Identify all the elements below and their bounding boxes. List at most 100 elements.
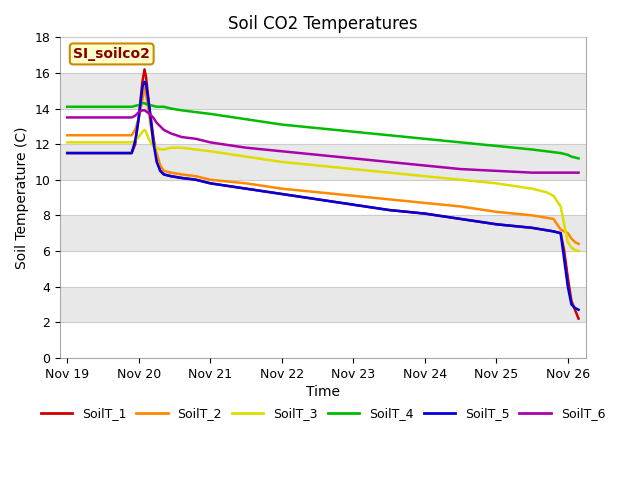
SoilT_1 [564, 275, 572, 281]
SoilT_1 [135, 115, 143, 120]
SoilT_2 [142, 91, 150, 97]
SoilT_1 [550, 228, 557, 234]
SoilT_5 [146, 106, 154, 111]
SoilT_5 [568, 301, 575, 307]
SoilT_4 [99, 104, 107, 109]
SoilT_6 [149, 115, 157, 120]
SoilT_4 [63, 104, 71, 109]
SoilT_6 [117, 115, 125, 120]
SoilT_5 [156, 168, 164, 174]
Line: SoilT_6: SoilT_6 [67, 110, 579, 173]
SoilT_6 [568, 170, 575, 176]
SoilT_2 [63, 132, 71, 138]
SoilT_4 [278, 122, 285, 128]
SoilT_4 [457, 140, 465, 145]
Title: Soil CO2 Temperatures: Soil CO2 Temperatures [228, 15, 418, 33]
SoilT_2 [564, 230, 572, 236]
SoilT_5 [135, 115, 143, 120]
SoilT_2 [568, 236, 575, 241]
SoilT_3 [135, 134, 143, 140]
SoilT_2 [550, 216, 557, 222]
SoilT_3 [63, 140, 71, 145]
SoilT_3 [242, 154, 250, 159]
SoilT_5 [528, 225, 536, 231]
SoilT_5 [160, 171, 168, 177]
SoilT_6 [131, 113, 139, 119]
SoilT_2 [135, 115, 143, 120]
SoilT_3 [141, 127, 148, 133]
SoilT_3 [81, 140, 89, 145]
SoilT_5 [142, 81, 150, 86]
SoilT_1 [149, 132, 157, 138]
Line: SoilT_4: SoilT_4 [67, 103, 579, 158]
SoilT_1 [278, 191, 285, 197]
SoilT_6 [278, 148, 285, 154]
SoilT_5 [192, 177, 200, 183]
SoilT_5 [553, 229, 561, 235]
SoilT_6 [146, 111, 154, 117]
SoilT_4 [128, 104, 136, 109]
SoilT_5 [128, 150, 136, 156]
SoilT_1 [178, 175, 186, 181]
SoilT_5 [63, 150, 71, 156]
SoilT_3 [207, 148, 214, 154]
Bar [60, 322, 586, 358]
SoilT_1 [156, 168, 164, 174]
SoilT_5 [575, 307, 582, 312]
SoilT_3 [142, 129, 150, 134]
SoilT_6 [167, 131, 175, 136]
SoilT_1 [167, 173, 175, 179]
SoilT_2 [242, 180, 250, 186]
SoilT_6 [63, 115, 71, 120]
SoilT_5 [571, 305, 579, 311]
SoilT_5 [167, 173, 175, 179]
SoilT_3 [117, 140, 125, 145]
Y-axis label: Soil Temperature (C): Soil Temperature (C) [15, 126, 29, 269]
SoilT_1 [421, 211, 429, 216]
SoilT_6 [178, 134, 186, 140]
SoilT_1 [117, 150, 125, 156]
SoilT_1 [131, 141, 139, 147]
SoilT_1 [568, 298, 575, 304]
SoilT_2 [349, 193, 357, 199]
SoilT_2 [557, 227, 564, 232]
SoilT_4 [242, 116, 250, 122]
SoilT_1 [141, 67, 148, 72]
SoilT_6 [528, 170, 536, 176]
SoilT_6 [192, 136, 200, 142]
SoilT_4 [178, 108, 186, 113]
SoilT_5 [421, 211, 429, 216]
SoilT_2 [561, 228, 568, 234]
SoilT_1 [99, 150, 107, 156]
SoilT_1 [314, 196, 321, 202]
SoilT_1 [557, 230, 564, 236]
SoilT_3 [528, 186, 536, 192]
SoilT_1 [553, 229, 561, 235]
SoilT_6 [421, 163, 429, 168]
SoilT_6 [160, 127, 168, 133]
SoilT_5 [138, 84, 146, 90]
SoilT_1 [528, 225, 536, 231]
SoilT_2 [117, 132, 125, 138]
SoilT_4 [575, 156, 582, 161]
SoilT_6 [557, 170, 564, 176]
Legend: SoilT_1, SoilT_2, SoilT_3, SoilT_4, SoilT_5, SoilT_6: SoilT_1, SoilT_2, SoilT_3, SoilT_4, Soil… [36, 403, 610, 425]
SoilT_4 [557, 150, 564, 156]
SoilT_6 [135, 109, 143, 115]
SoilT_3 [128, 140, 136, 145]
SoilT_1 [192, 177, 200, 183]
SoilT_2 [575, 241, 582, 247]
SoilT_1 [160, 171, 168, 177]
SoilT_2 [492, 209, 500, 215]
SoilT_1 [571, 307, 579, 312]
Line: SoilT_3: SoilT_3 [67, 130, 579, 251]
SoilT_3 [550, 193, 557, 199]
SoilT_4 [135, 102, 143, 108]
SoilT_3 [568, 244, 575, 250]
SoilT_2 [528, 213, 536, 218]
SoilT_3 [99, 140, 107, 145]
SoilT_5 [81, 150, 89, 156]
Bar [60, 144, 586, 180]
SoilT_6 [128, 115, 136, 120]
SoilT_2 [314, 189, 321, 195]
